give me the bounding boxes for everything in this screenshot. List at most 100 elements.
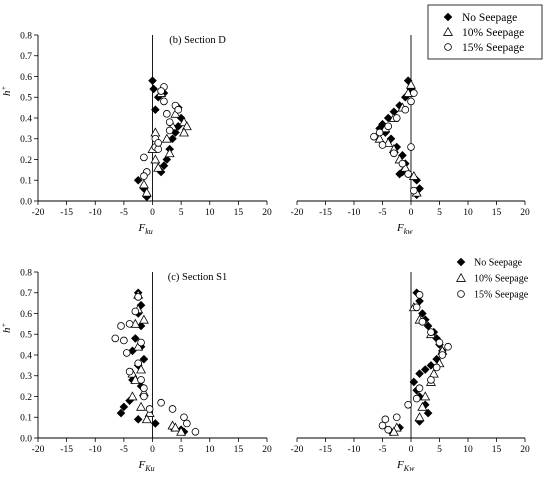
data-point-triangle	[136, 401, 147, 411]
data-point-circle	[378, 141, 387, 149]
data-point-triangle	[374, 133, 385, 143]
y-tick-label: 0.0	[20, 434, 32, 444]
data-point-diamond	[415, 184, 424, 193]
data-point-circle	[131, 307, 140, 316]
x-tick-label: -20	[291, 445, 304, 455]
series-circle	[140, 83, 183, 180]
data-point-diamond	[423, 321, 433, 331]
data-point-circle	[438, 351, 447, 359]
data-point-circle	[163, 110, 171, 118]
data-point-circle	[415, 384, 424, 393]
data-point-diamond	[128, 375, 137, 385]
legend-label: 15% Seepage	[474, 290, 529, 301]
legend-marker-diamond	[456, 257, 466, 267]
data-point-circle	[418, 317, 427, 326]
data-point-circle	[392, 413, 401, 422]
data-point-circle	[398, 159, 407, 168]
panel-section-d-kw: -20 -15 -10 -5 0 5 10 15 20 Fkw	[291, 35, 530, 236]
x-tick-label: 10	[205, 208, 215, 218]
data-point-triangle	[388, 426, 399, 436]
y-axis-title: h+	[0, 86, 13, 97]
data-point-circle	[432, 363, 441, 372]
legend-label: No Seepage	[474, 258, 523, 269]
data-point-triangle	[136, 364, 147, 374]
x-tick-label: 0	[409, 445, 414, 455]
x-tick-label: 5	[437, 208, 442, 218]
y-axis-title: h+	[0, 323, 13, 334]
data-point-triangle	[408, 170, 419, 180]
legend-marker-circle	[444, 43, 452, 51]
data-point-circle	[435, 338, 444, 347]
x-tick-label: 15	[234, 208, 244, 218]
y-tick-label: 0.6	[20, 310, 32, 320]
data-point-triangle	[161, 133, 172, 143]
data-point-diamond	[179, 427, 189, 437]
data-point-circle	[444, 342, 452, 351]
panel-section-s1-ku: -20 -15 -10 -5 0 5 10 15 20 0.0 0.1 0.2 0.3 0.4 0.5 0.6…	[0, 268, 272, 473]
data-point-circle	[140, 392, 148, 401]
x-tick-label: -10	[89, 208, 102, 218]
legend-marker-triangle	[443, 26, 453, 36]
data-point-diamond	[119, 402, 129, 412]
data-point-diamond	[398, 151, 407, 160]
y-tick-label: 0.6	[20, 73, 32, 83]
data-point-circle	[165, 126, 174, 135]
data-point-circle	[168, 405, 177, 413]
data-point-circle	[160, 97, 168, 106]
x-tick-label: 20	[520, 208, 530, 218]
data-point-circle	[180, 413, 188, 422]
y-tick-label: 0.7	[20, 289, 32, 299]
data-point-circle	[183, 419, 191, 428]
panel-section-d-ku: -20 -15 -10 -5 0 5 10 15 20 0.0 0.1 0.2 0.3 0.4 0.5 0.6…	[0, 31, 272, 236]
data-point-circle	[401, 105, 410, 114]
data-point-circle	[140, 172, 148, 180]
data-point-triangle	[141, 187, 152, 197]
legend-marker-triangle	[456, 272, 466, 282]
y-tick-label: 0.2	[20, 393, 32, 403]
y-tick-label: 0.5	[20, 331, 32, 341]
data-point-circle	[154, 139, 163, 147]
data-point-diamond	[156, 167, 166, 177]
data-point-circle	[412, 303, 421, 312]
data-point-diamond	[139, 354, 149, 364]
data-point-diamond	[149, 84, 158, 94]
data-point-diamond	[136, 342, 146, 351]
data-point-circle	[410, 186, 418, 195]
data-point-diamond	[136, 321, 146, 331]
data-point-triangle	[406, 79, 416, 89]
x-tick-label: -20	[291, 208, 304, 218]
y-tick-label: 0.2	[20, 156, 32, 166]
data-point-diamond	[395, 423, 404, 432]
x-tick-label: 0	[150, 445, 155, 455]
data-point-diamond	[151, 419, 160, 428]
panel-title: (c) Section S1	[168, 272, 228, 283]
data-point-circle	[378, 421, 387, 430]
x-tick-label: -15	[60, 445, 73, 455]
data-point-diamond	[395, 169, 404, 179]
legend-top: No Seepage 10% Seepage 15% Seepage	[427, 4, 543, 60]
data-point-circle	[392, 114, 401, 122]
data-point-circle	[404, 170, 412, 178]
data-point-triangle	[138, 179, 149, 189]
x-tick-label: 0	[150, 208, 155, 218]
data-point-circle	[165, 118, 174, 126]
x-tick-label: -15	[319, 445, 332, 455]
legend-marker-diamond	[443, 12, 453, 22]
data-point-circle	[137, 376, 145, 384]
data-point-triangle	[141, 414, 152, 424]
data-point-circle	[384, 425, 393, 434]
data-point-triangle	[417, 401, 428, 411]
data-point-triangle	[420, 391, 431, 401]
x-tick-label: -20	[32, 208, 45, 218]
data-point-diamond	[378, 119, 387, 129]
y-tick-label: 0.1	[20, 177, 32, 187]
data-point-diamond	[415, 296, 424, 306]
data-point-circle	[134, 359, 142, 368]
data-point-diamond	[133, 175, 143, 185]
x-tick-label: 15	[492, 208, 502, 218]
x-tick-label: -10	[348, 445, 361, 455]
legend-label: 15% Seepage	[462, 42, 524, 54]
y-tick-label: 0.3	[20, 135, 32, 145]
data-point-circle	[427, 376, 435, 384]
